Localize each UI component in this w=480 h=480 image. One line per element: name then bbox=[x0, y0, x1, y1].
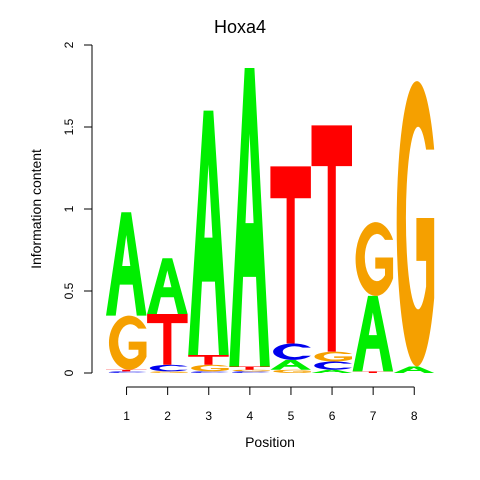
logo-letter-g-pos3 bbox=[191, 364, 229, 372]
y-tick-label: 0 bbox=[62, 369, 76, 376]
logo-letter-c-pos3 bbox=[190, 371, 229, 373]
logo-letter-a-pos5 bbox=[270, 359, 311, 370]
logo-letter-t-pos7 bbox=[352, 371, 394, 373]
logo-letter-t-pos6 bbox=[311, 125, 352, 352]
logo-letter-g-pos2 bbox=[150, 371, 188, 373]
logo-letter-c-pos1 bbox=[108, 371, 147, 373]
logo-stacks bbox=[106, 67, 435, 373]
logo-letter-c-pos6 bbox=[314, 361, 352, 370]
y-tick-label: 1 bbox=[62, 205, 76, 212]
logo-letter-t-pos1 bbox=[106, 369, 147, 372]
y-tick-label: 2 bbox=[62, 41, 76, 48]
logo-letter-t-pos3 bbox=[188, 354, 229, 365]
logo-letter-a-pos1 bbox=[106, 212, 147, 316]
x-tick-label: 6 bbox=[329, 409, 336, 423]
logo-letter-a-pos8 bbox=[393, 366, 435, 373]
logo-letter-a-pos2 bbox=[147, 258, 188, 314]
x-tick-label: 7 bbox=[370, 409, 377, 423]
logo-letter-g-pos6 bbox=[314, 351, 352, 362]
logo-letter-c-pos4 bbox=[232, 371, 270, 373]
x-axis-label: Position bbox=[245, 434, 295, 450]
x-tick-label: 1 bbox=[123, 409, 130, 423]
logo-letter-g-pos4 bbox=[232, 369, 270, 372]
logo-letter-c-pos2 bbox=[149, 364, 188, 372]
logo-letter-t-pos2 bbox=[147, 313, 188, 365]
y-tick-label: 0.5 bbox=[62, 282, 76, 299]
y-axis: 0 0.5 1 1.5 2 bbox=[62, 41, 93, 376]
logo-letter-g-pos5 bbox=[273, 369, 311, 373]
logo-letter-a-pos3 bbox=[188, 110, 229, 355]
logo-letter-a-pos6 bbox=[311, 369, 352, 373]
logo-letter-t-pos5 bbox=[270, 166, 311, 344]
x-tick-label: 8 bbox=[411, 409, 418, 423]
x-tick-label: 2 bbox=[164, 409, 171, 423]
logo-letter-a-pos4 bbox=[229, 67, 270, 367]
logo-letter-c-pos5 bbox=[273, 343, 311, 360]
logo-letter-g-pos1 bbox=[108, 315, 147, 370]
chart-title: Hoxa4 bbox=[214, 17, 266, 37]
y-axis-label: Information content bbox=[28, 149, 44, 269]
logo-letter-t-pos4 bbox=[229, 366, 270, 370]
x-tick-label: 4 bbox=[247, 409, 254, 423]
x-tick-label: 5 bbox=[288, 409, 295, 423]
logo-letter-a-pos7 bbox=[352, 295, 394, 372]
y-tick-label: 1.5 bbox=[62, 118, 76, 135]
logo-letter-g-pos7 bbox=[355, 222, 394, 296]
logo-letter-g-pos8 bbox=[396, 81, 435, 367]
x-tick-label: 3 bbox=[205, 409, 212, 423]
x-axis: 1 2 3 4 5 6 7 8 bbox=[123, 386, 418, 423]
